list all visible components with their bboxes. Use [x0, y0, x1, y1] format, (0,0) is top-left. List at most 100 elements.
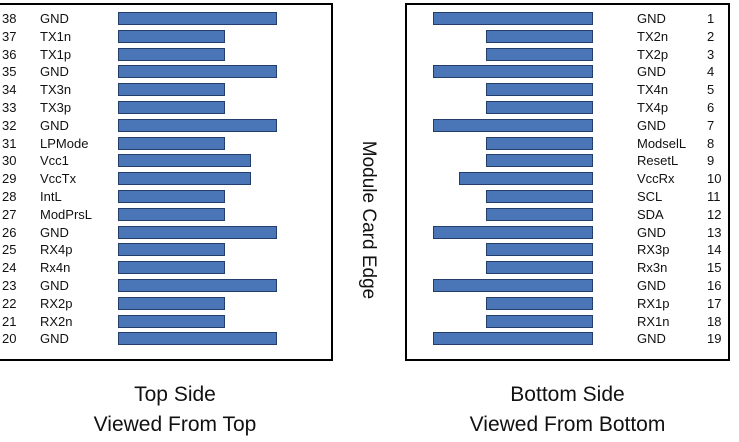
pin-number: 2	[707, 28, 715, 44]
pin-signal-name: VccTx	[40, 171, 77, 187]
contact-pad	[433, 12, 593, 25]
pin-row: RX3p 14	[407, 241, 728, 258]
pin-signal-name: TX3n	[40, 82, 72, 98]
contact-pad	[486, 29, 593, 43]
contact-pad	[433, 225, 593, 239]
pin-row: 31 LPMode	[0, 135, 331, 152]
pin-row: 21 RX2n	[0, 313, 331, 330]
pin-row: 35 GND	[0, 63, 331, 80]
bottom-side-caption-line1: Bottom Side	[510, 383, 625, 406]
contact-pad	[118, 172, 251, 186]
pin-number: 16	[707, 278, 722, 293]
pin-number: 3	[707, 46, 715, 62]
pin-signal-name: RX1p	[637, 295, 670, 311]
pin-signal-name: SCL	[637, 189, 663, 204]
contact-pad	[459, 172, 593, 186]
pin-signal-name: GND	[40, 64, 69, 80]
pin-row: GND 7	[407, 117, 728, 134]
pin-row: 37 TX1n	[0, 28, 331, 45]
pin-number: 22	[2, 295, 17, 311]
pin-number: 15	[707, 260, 722, 276]
pin-number: 33	[2, 100, 17, 115]
contact-pad	[433, 332, 593, 346]
contact-pad	[118, 118, 277, 132]
pin-signal-name: GND	[637, 117, 666, 133]
pin-signal-name: GND	[637, 278, 666, 293]
contact-pad	[118, 12, 277, 25]
contact-pad	[486, 207, 593, 221]
pin-signal-name: GND	[40, 278, 69, 293]
contact-pad	[118, 279, 277, 292]
pin-row: VccRx 10	[407, 170, 728, 187]
bottom-side-caption: Bottom Side Viewed From Bottom	[405, 380, 730, 440]
pin-number: 19	[707, 331, 722, 347]
pin-signal-name: TX2n	[637, 28, 669, 44]
pin-row: 25 RX4p	[0, 241, 331, 258]
pin-row: GND 13	[407, 224, 728, 241]
top-side-caption: Top Side Viewed From Top	[25, 380, 325, 440]
contact-pad	[486, 47, 593, 61]
pin-row: 23 GND	[0, 277, 331, 294]
pin-signal-name: RX4p	[40, 242, 73, 258]
pin-signal-name: SDA	[637, 206, 664, 222]
pin-number: 27	[2, 206, 17, 222]
pin-signal-name: GND	[637, 331, 666, 347]
pin-row: ModselL 8	[407, 135, 728, 152]
pin-signal-name: ResetL	[637, 153, 679, 169]
pin-number: 25	[2, 242, 17, 258]
contact-pad	[486, 154, 593, 168]
pin-signal-name: RX2n	[40, 313, 73, 329]
contact-pad	[118, 225, 277, 239]
pin-row: 28 IntL	[0, 188, 331, 205]
pin-signal-name: ModselL	[637, 135, 687, 151]
pin-number: 12	[707, 206, 722, 222]
pin-number: 35	[2, 64, 17, 80]
pin-row: 26 GND	[0, 224, 331, 241]
contact-pad	[486, 190, 593, 203]
pin-row: TX4p 6	[407, 99, 728, 116]
contact-pad	[118, 207, 225, 221]
pin-signal-name: LPMode	[40, 135, 89, 151]
contact-pad	[486, 101, 593, 114]
pin-number: 10	[707, 171, 722, 187]
pin-number: 7	[707, 117, 715, 133]
pin-row: GND 4	[407, 63, 728, 80]
contact-pad	[118, 190, 225, 203]
pin-number: 28	[2, 189, 17, 204]
pin-number: 9	[707, 153, 715, 169]
pin-signal-name: TX2p	[637, 46, 669, 62]
contact-pad	[118, 101, 225, 114]
pin-number: 1	[707, 11, 715, 26]
contact-pad	[433, 279, 593, 292]
pin-number: 4	[707, 64, 715, 80]
pin-row: 24 Rx4n	[0, 259, 331, 276]
pin-row: ResetL 9	[407, 152, 728, 169]
pin-number: 36	[2, 46, 17, 62]
pin-row: 36 TX1p	[0, 46, 331, 63]
pin-signal-name: GND	[40, 331, 69, 347]
pin-number: 13	[707, 224, 722, 240]
contact-pad	[433, 118, 593, 132]
pin-signal-name: IntL	[40, 189, 62, 204]
contact-pad	[118, 65, 277, 79]
pin-row: 22 RX2p	[0, 295, 331, 312]
pin-number: 17	[707, 295, 722, 311]
pin-signal-name: TX1n	[40, 28, 72, 44]
contact-pad	[118, 243, 225, 257]
contact-pad	[118, 296, 225, 310]
pin-number: 37	[2, 28, 17, 44]
contact-pad	[118, 29, 225, 43]
module-card-edge-label: Module Card Edge	[358, 140, 379, 300]
top-side-panel: 38 GND 37 TX1n 36 TX1p 35 GND 34 TX3n 33 TX3p 32 GND 3…	[0, 3, 333, 361]
pin-signal-name: GND	[40, 11, 69, 26]
pin-number: 14	[707, 242, 722, 258]
pin-number: 21	[2, 313, 17, 329]
pin-signal-name: GND	[637, 64, 666, 80]
pin-signal-name: Rx3n	[637, 260, 668, 276]
pin-row: 33 TX3p	[0, 99, 331, 116]
contact-pad	[486, 314, 593, 328]
pin-row: 29 VccTx	[0, 170, 331, 187]
pin-signal-name: TX1p	[40, 46, 72, 62]
pin-signal-name: ModPrsL	[40, 206, 93, 222]
top-side-caption-line2: Viewed From Top	[93, 413, 257, 436]
